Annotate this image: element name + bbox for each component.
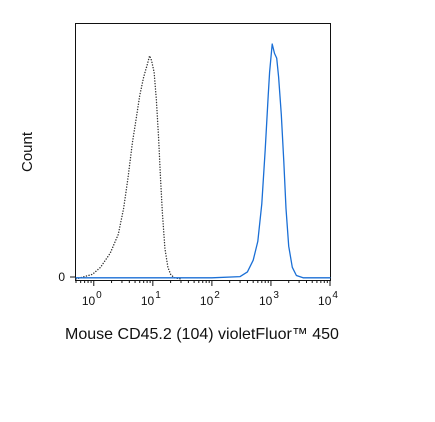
x-tick-label: 103 xyxy=(259,290,279,308)
histogram-series-1 xyxy=(75,43,331,279)
x-tick-exponent: 0 xyxy=(96,290,102,301)
x-tick-label: 100 xyxy=(82,290,102,308)
plot-frame xyxy=(75,23,331,281)
x-tick-exponent: 1 xyxy=(155,290,161,301)
x-axis-ticks: 100 101 102 103 104 xyxy=(75,280,338,308)
x-tick-label: 102 xyxy=(200,290,220,308)
x-tick-exponent: 3 xyxy=(273,290,279,301)
x-tick-exponent: 4 xyxy=(332,290,338,301)
series-layer xyxy=(75,43,331,280)
y-axis-label: Count xyxy=(19,131,36,172)
x-tick-label: 104 xyxy=(318,290,338,308)
x-tick-exponent: 2 xyxy=(214,290,220,301)
x-axis-label: Mouse CD45.2 (104) violetFluor™ 450 xyxy=(65,326,339,343)
y-axis-ticks: 0 xyxy=(58,270,76,284)
x-tick-label: 101 xyxy=(141,290,161,308)
y-tick-label: 0 xyxy=(58,270,65,284)
histogram-series-0 xyxy=(75,55,182,280)
